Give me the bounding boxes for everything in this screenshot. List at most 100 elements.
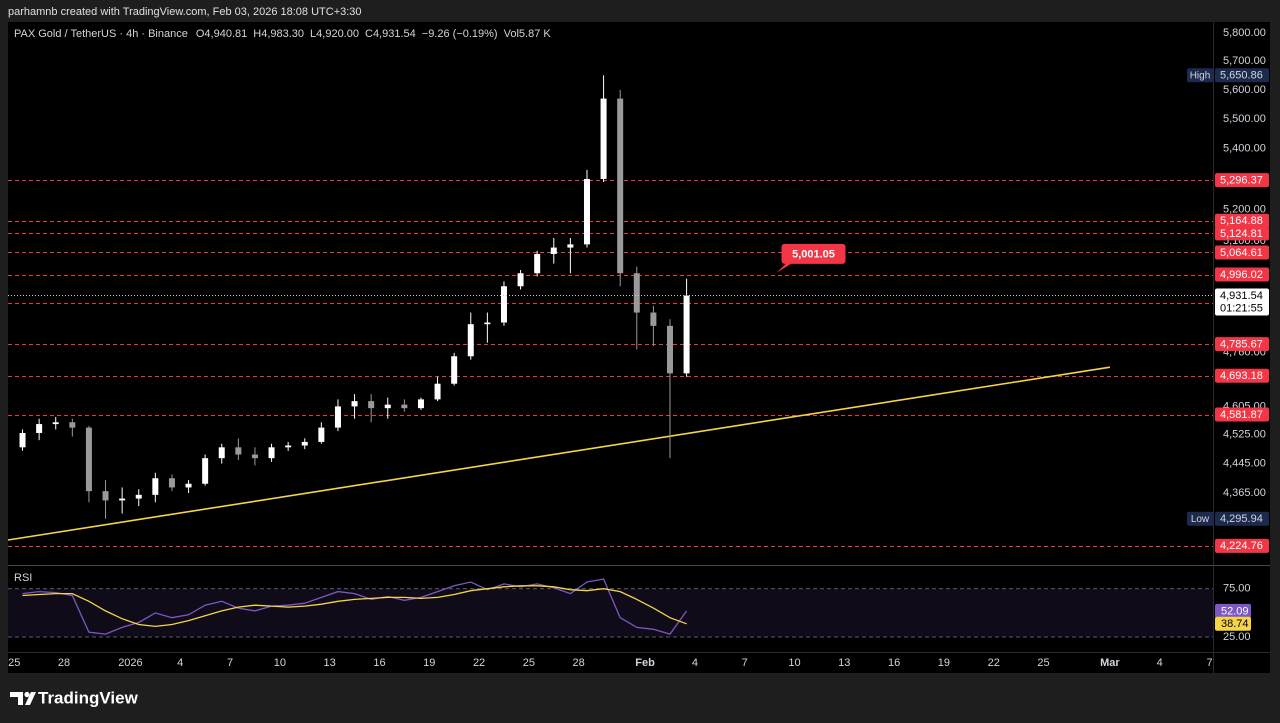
rsi-value-box: [1215, 603, 1251, 618]
legend-key: O: [196, 28, 205, 40]
x-tick-label: Feb: [635, 657, 655, 669]
extreme-box: [1215, 511, 1269, 526]
x-tick-label: 4: [177, 657, 183, 669]
y-tick-label: 5,200.00: [1223, 204, 1266, 216]
rsi-tick-label: 25.00: [1223, 631, 1251, 643]
legend-value: 5.87 K: [519, 28, 551, 40]
y-tick-label: 5,700.00: [1223, 55, 1266, 67]
extreme-tag-box: [1187, 511, 1214, 526]
candle-body: [318, 427, 325, 442]
level-label: 4,996.02: [1220, 269, 1263, 281]
candle-body: [683, 295, 690, 374]
x-tick-label: 22: [473, 657, 485, 669]
candle-body: [301, 441, 308, 446]
x-tick-label: 25: [1037, 657, 1049, 669]
brand-logo: [10, 691, 36, 705]
candle-body: [235, 447, 242, 455]
trend-line: [7, 366, 1111, 541]
level-box: [1215, 245, 1269, 260]
x-tick-label: 28: [573, 657, 585, 669]
legend-key: Vol: [504, 28, 519, 40]
x-tick-label: 2026: [118, 657, 142, 669]
brand: TradingView: [38, 688, 139, 707]
candle-body: [85, 427, 92, 492]
legend-value: 4,940.81: [204, 28, 247, 40]
x-tick-label: 22: [988, 657, 1000, 669]
candle-body: [534, 253, 541, 274]
legend-key: L: [310, 28, 316, 40]
candle-body: [666, 325, 673, 374]
candle-body: [218, 447, 225, 459]
rsi-value-box: [1215, 616, 1251, 631]
x-tick-label: 19: [423, 657, 435, 669]
y-tick-label: 5,800.00: [1223, 27, 1266, 39]
candle-body: [152, 478, 159, 495]
candle-body: [36, 424, 43, 433]
extreme-box: [1215, 68, 1269, 83]
level-label: 5,124.81: [1220, 228, 1263, 240]
x-tick-label: 7: [227, 657, 233, 669]
x-tick-label: 25: [8, 657, 20, 669]
x-tick-label: 28: [58, 657, 70, 669]
y-tick-label: 5,500.00: [1223, 113, 1266, 125]
level-label: 5,064.61: [1220, 247, 1263, 259]
extreme-tag: High: [1190, 70, 1211, 81]
candle-body: [583, 178, 590, 245]
level-label: 5,296.37: [1220, 174, 1263, 186]
callout-label: 5,001.05: [792, 248, 835, 260]
y-tick-label: 4,445.00: [1223, 458, 1266, 470]
candle-body: [202, 458, 209, 484]
candle-body: [185, 483, 192, 488]
x-tick-label: 25: [523, 657, 535, 669]
current-price-label: 4,931.54: [1220, 290, 1263, 302]
candle-body: [251, 454, 258, 459]
level-box: [1215, 173, 1269, 188]
x-tick-label: 16: [888, 657, 900, 669]
level-box: [1215, 407, 1269, 422]
rsi-line: [22, 585, 687, 628]
y-tick-label: 4,365.00: [1223, 487, 1266, 499]
x-tick-label: 4: [692, 657, 698, 669]
extreme-label: 5,650.86: [1220, 70, 1263, 82]
candle-body: [52, 422, 59, 425]
level-box: [1215, 368, 1269, 383]
extreme-tag-box: [1187, 68, 1214, 83]
level-label: 4,785.67: [1220, 339, 1263, 351]
x-tick-label: 7: [1206, 657, 1212, 669]
level-box: [1215, 267, 1269, 282]
x-tick-label: Mar: [1100, 657, 1120, 669]
y-tick-label: 5,400.00: [1223, 143, 1266, 155]
candle-body: [368, 401, 375, 409]
candle-body: [135, 494, 142, 499]
level-label: 4,581.87: [1220, 409, 1263, 421]
chart-area: [8, 22, 1270, 673]
rsi-title: RSI: [14, 572, 32, 584]
level-label: 4,693.18: [1220, 370, 1263, 382]
candle-body: [19, 432, 26, 448]
x-tick-label: 7: [742, 657, 748, 669]
callout-tail: [776, 262, 793, 273]
candle-body: [285, 445, 292, 448]
level-box: [1215, 337, 1269, 352]
candle-body: [633, 273, 640, 313]
current-price-box: [1215, 288, 1269, 316]
level-box: [1215, 538, 1269, 553]
legend-key: H: [253, 28, 261, 40]
x-tick-label: 10: [274, 657, 286, 669]
countdown: 01:21:55: [1220, 302, 1263, 314]
candle-body: [268, 447, 275, 459]
x-tick-label: 4: [1157, 657, 1163, 669]
candle-body: [168, 478, 175, 488]
extreme-tag: Low: [1191, 514, 1210, 525]
candle-body: [384, 404, 391, 409]
candle-body: [434, 383, 441, 400]
level-box: [1215, 226, 1269, 241]
candle-body: [617, 98, 624, 274]
legend-change: −9.26 (−0.19%): [422, 28, 498, 40]
x-tick-label: 13: [324, 657, 336, 669]
legend-value: 4,920.00: [316, 28, 359, 40]
legend-symbol: PAX Gold / TetherUS · 4h · Binance: [14, 28, 188, 40]
extreme-label: 4,295.94: [1220, 513, 1263, 525]
